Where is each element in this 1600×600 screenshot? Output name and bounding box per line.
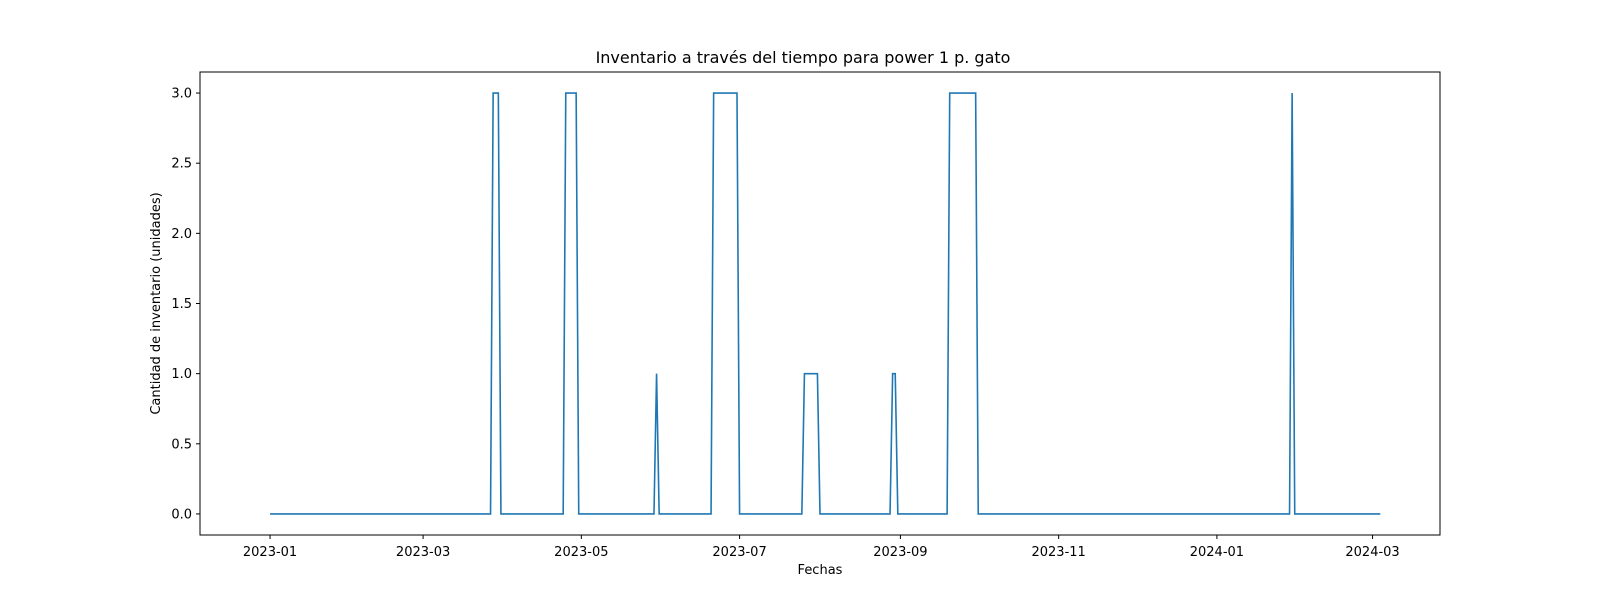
y-tick-label: 1.5 [171, 297, 192, 312]
chart-title: Inventario a través del tiempo para powe… [596, 48, 1011, 67]
y-tick-label: 2.0 [171, 227, 192, 242]
x-tick-label: 2023-03 [396, 545, 450, 560]
series-line-0 [270, 92, 1381, 515]
y-tick-label: 0.0 [171, 507, 192, 522]
x-tick-label: 2023-07 [712, 545, 766, 560]
x-axis-label: Fechas [798, 563, 843, 578]
y-tick-label: 0.5 [171, 437, 192, 452]
plot-area [270, 92, 1381, 515]
x-tick-label: 2023-09 [873, 545, 927, 560]
y-tick-label: 2.5 [171, 157, 192, 172]
x-tick-label: 2023-01 [243, 545, 297, 560]
x-axis: 2023-01 2023-03 2023-05 2023-07 2023-09 2023-… [243, 535, 1400, 560]
y-axis: 0.0 0.5 1.0 1.5 2.0 2.5 3.0 [171, 87, 200, 522]
x-tick-label: 2024-01 [1190, 545, 1244, 560]
y-tick-label: 3.0 [171, 87, 192, 102]
x-tick-label: 2023-11 [1031, 545, 1085, 560]
y-axis-label: Cantidad de inventario (unidades) [149, 192, 164, 414]
x-tick-label: 2024-03 [1345, 545, 1399, 560]
x-tick-label: 2023-05 [554, 545, 608, 560]
y-tick-label: 1.0 [171, 367, 192, 382]
plot-frame [199, 71, 1441, 536]
